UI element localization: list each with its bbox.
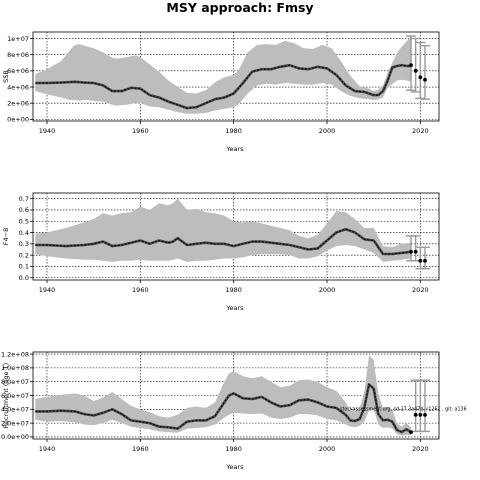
y-tick-label: 0.5	[19, 218, 29, 226]
confidence-band	[35, 198, 412, 262]
panel-1: 1940 1960 1980 2000 2020 0e+00 2e+06 4e+06 6e+06…	[2, 31, 440, 153]
data-point	[418, 258, 423, 263]
plot-frame	[32, 31, 440, 122]
x-tick-label: 2000	[319, 127, 336, 135]
data-point	[418, 412, 423, 417]
y-tick-label: 0.1	[19, 263, 29, 271]
y-tick-label: 8e+06	[7, 51, 29, 59]
x-tick-label: 1940	[39, 445, 56, 453]
y-tick-label: 1.2e+08	[1, 350, 29, 358]
confidence-band	[35, 355, 412, 436]
data-point	[423, 258, 427, 263]
y-tick-label: 0.0	[19, 274, 29, 282]
data-point	[423, 412, 427, 417]
y-tick-label: 4e+06	[7, 83, 29, 91]
y-tick-label: 6.0e+07	[1, 392, 29, 400]
x-tick-label: 2000	[319, 445, 336, 453]
y-tick-label: 0.0e+00	[1, 433, 29, 441]
y-axis-label: SSB	[2, 70, 10, 83]
y-tick-label: 1e+07	[7, 35, 29, 43]
x-tick-label: 1980	[225, 445, 242, 453]
x-axis-label: Years	[225, 145, 244, 153]
data-point	[413, 68, 418, 73]
y-tick-label: 0.2	[19, 251, 29, 259]
data-point	[409, 63, 413, 68]
plot-frame	[32, 192, 440, 281]
data-point	[418, 75, 423, 80]
y-tick-label: 0.6	[19, 206, 29, 214]
y-tick-label: 2e+06	[7, 100, 29, 108]
series-line-mean	[35, 64, 411, 109]
data-point	[423, 77, 427, 82]
x-tick-label: 1940	[39, 127, 56, 135]
data-point	[413, 412, 418, 417]
panel-2: 1940 1960 1980 2000 2020 0.0 0.1 0.2 0.3 0.4 0.5 0.…	[2, 192, 440, 312]
x-tick-label: 1940	[39, 286, 56, 294]
y-tick-label: 0.7	[19, 195, 29, 203]
data-point	[409, 249, 413, 254]
x-tick-label: 2000	[319, 286, 336, 294]
y-axis-label: Recruitment (age 1)	[2, 363, 10, 428]
x-axis-label: Years	[225, 304, 244, 312]
x-tick-label: 1980	[225, 127, 242, 135]
y-tick-label: 2.0e+07	[1, 419, 29, 427]
x-tick-label: 1960	[132, 286, 149, 294]
x-tick-label: 2020	[412, 445, 429, 453]
y-tick-label: 0.4	[19, 229, 29, 237]
y-tick-label: 0e+00	[7, 116, 29, 124]
x-tick-label: 1960	[132, 127, 149, 135]
confidence-band	[35, 35, 412, 114]
x-tick-label: 2020	[412, 286, 429, 294]
x-tick-label: 1960	[132, 445, 149, 453]
y-tick-label: 6e+06	[7, 67, 29, 75]
y-tick-label: 8.0e+07	[1, 378, 29, 386]
series-line-mean	[35, 383, 412, 433]
y-tick-label: 1.0e+08	[1, 364, 29, 372]
y-axis-label: F4−8	[2, 228, 10, 245]
x-tick-label: 1980	[225, 286, 242, 294]
x-tick-label: 2020	[412, 127, 429, 135]
panel-3: 1940 1960 1980 2000 2020 0.0e+00 2.0e+07 4.0e+0…	[1, 350, 467, 471]
series-line-mean	[35, 228, 412, 255]
y-tick-label: 0.3	[19, 240, 29, 248]
annotation-text: stockassessment.org, sd.27.3a47d, r1261 …	[340, 407, 467, 413]
chart-title: MSY approach: Fmsy	[166, 0, 314, 15]
x-axis-label: Years	[225, 463, 244, 471]
data-point	[413, 249, 418, 254]
data-point	[409, 430, 413, 434]
y-tick-label: 4.0e+07	[1, 406, 29, 414]
